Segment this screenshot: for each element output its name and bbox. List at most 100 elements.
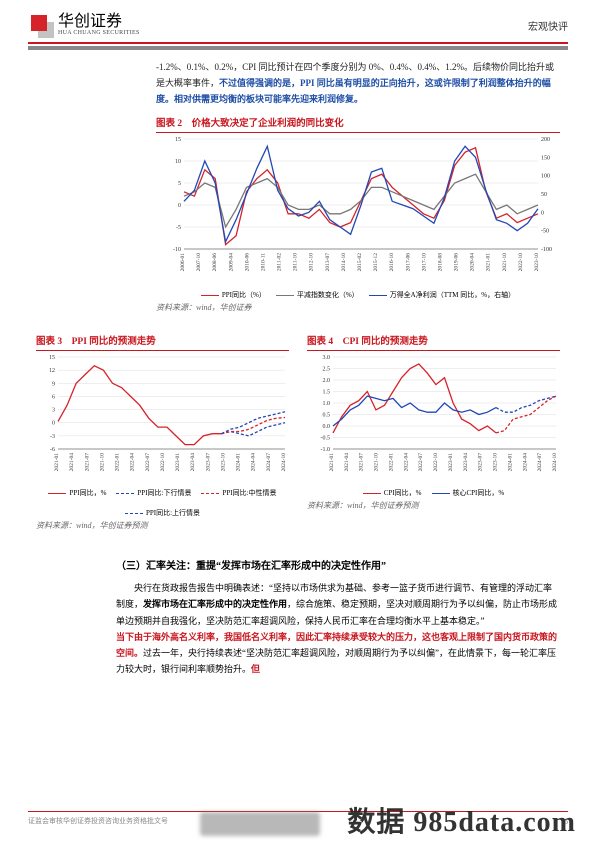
chart2-svg: -10-5051015-100-500501001502002006-01200… <box>156 133 566 283</box>
svg-text:2019-06: 2019-06 <box>454 253 460 272</box>
svg-text:-0.5: -0.5 <box>321 436 331 442</box>
chart4-svg: -1.0-0.50.00.51.01.52.02.53.02021-012021… <box>307 351 562 481</box>
svg-text:2024-07: 2024-07 <box>537 453 543 472</box>
chart3-title: 图表 3 PPI 同比的预测走势 <box>36 333 289 351</box>
svg-text:0: 0 <box>178 203 181 209</box>
svg-text:1.5: 1.5 <box>323 390 331 396</box>
svg-text:2021-01: 2021-01 <box>54 453 60 472</box>
svg-text:-50: -50 <box>541 229 549 235</box>
svg-text:3.0: 3.0 <box>323 355 331 361</box>
svg-text:2022-01: 2022-01 <box>388 453 394 472</box>
svg-text:2.5: 2.5 <box>323 367 331 373</box>
svg-text:150: 150 <box>541 156 550 162</box>
legend-item: PPI同比，% <box>48 488 106 498</box>
svg-text:2021-01: 2021-01 <box>329 453 335 472</box>
svg-text:200: 200 <box>541 137 550 143</box>
svg-text:50: 50 <box>541 192 547 198</box>
svg-text:2006-01: 2006-01 <box>180 253 186 272</box>
svg-text:-3: -3 <box>50 434 55 440</box>
watermark-blur <box>200 812 320 836</box>
watermark-text: 数据 985data.com <box>347 800 576 840</box>
legend-item: CPI同比，% <box>363 488 422 498</box>
legend-item: PPI同比:下行情景 <box>116 488 191 498</box>
svg-text:2023-04: 2023-04 <box>190 453 196 472</box>
section3-para1: 央行在货政报告报告中明确表述：“坚持以市场供求为基础、参考一篮子货币进行调节、有… <box>116 580 560 629</box>
svg-text:3: 3 <box>52 408 55 414</box>
p1-bold: 发挥市场在汇率形成中的决定性作用 <box>143 599 287 609</box>
svg-text:2022-04: 2022-04 <box>403 453 409 472</box>
svg-text:0: 0 <box>52 421 55 427</box>
intro-paragraph: -1.2%、0.1%、0.2%，CPI 同比预计在四个季度分别为 0%、0.4%… <box>156 60 560 107</box>
svg-text:1.0: 1.0 <box>323 401 331 407</box>
svg-text:2021-10: 2021-10 <box>99 453 105 472</box>
svg-text:2011-02: 2011-02 <box>277 253 283 271</box>
svg-text:2009-04: 2009-04 <box>228 253 234 272</box>
page-header: 华创证券 HUA CHUANG SECURITIES 宏观快评 <box>0 0 596 42</box>
svg-text:2021-10: 2021-10 <box>502 253 508 272</box>
svg-text:2016-10: 2016-10 <box>389 253 395 272</box>
svg-text:100: 100 <box>541 174 550 180</box>
svg-text:-100: -100 <box>541 247 552 253</box>
svg-text:2022-10: 2022-10 <box>433 453 439 472</box>
svg-text:-6: -6 <box>50 447 55 453</box>
svg-text:2008-06: 2008-06 <box>212 253 218 272</box>
svg-text:15: 15 <box>49 355 55 361</box>
svg-text:2021-07: 2021-07 <box>359 453 365 472</box>
section3-para2: 当下由于海外高名义利率，我国低名义利率，因此汇率持续承受较大的压力，这也客观上限… <box>116 629 560 678</box>
svg-text:2022-07: 2022-07 <box>145 453 151 472</box>
svg-text:2.0: 2.0 <box>323 378 331 384</box>
svg-text:2022-01: 2022-01 <box>115 453 121 472</box>
legend-item: PPI同比:中性情景 <box>201 488 276 498</box>
svg-text:2024-10: 2024-10 <box>552 453 558 472</box>
svg-text:2021-04: 2021-04 <box>344 453 350 472</box>
chart4-source: 资料来源：wind，华创证券预测 <box>307 500 560 511</box>
svg-text:6: 6 <box>52 395 55 401</box>
svg-text:-1.0: -1.0 <box>321 447 331 453</box>
header-category: 宏观快评 <box>528 18 568 33</box>
svg-text:2022-07: 2022-07 <box>418 453 424 472</box>
logo-icon <box>28 12 54 38</box>
brand-logo: 华创证券 HUA CHUANG SECURITIES <box>28 12 140 38</box>
svg-text:2024-10: 2024-10 <box>281 453 287 472</box>
svg-text:2017-10: 2017-10 <box>421 253 427 272</box>
svg-text:12: 12 <box>49 368 55 374</box>
svg-text:2022-04: 2022-04 <box>130 453 136 472</box>
svg-text:2012-10: 2012-10 <box>309 253 315 272</box>
svg-text:2023-01: 2023-01 <box>175 453 181 472</box>
svg-text:2021-07: 2021-07 <box>84 453 90 472</box>
header-rule-red <box>28 42 568 44</box>
svg-text:2024-04: 2024-04 <box>522 453 528 472</box>
svg-text:2020-04: 2020-04 <box>470 253 476 272</box>
footer-left: 证监会审核华创证券投资咨询业务资格批文号 <box>28 816 168 826</box>
section3-heading: （三）汇率关注：重提“发挥市场在汇率形成中的决定性作用” <box>116 557 560 572</box>
p2-tail1: 过去一年，央行持续表述“坚决防范汇率超调风险，对顺周期行为予以纠偏”，在此情景下… <box>116 648 556 674</box>
legend-item: 平减指数变化（%） <box>276 290 359 300</box>
legend-item: PPI同比（%） <box>201 290 266 300</box>
legend-item: PPI同比:上行情景 <box>125 508 200 518</box>
svg-text:2007-10: 2007-10 <box>196 253 202 272</box>
svg-text:2021-10: 2021-10 <box>374 453 380 472</box>
svg-text:0.0: 0.0 <box>323 424 331 430</box>
svg-text:2023-07: 2023-07 <box>205 453 211 472</box>
svg-text:2015-12: 2015-12 <box>373 253 379 272</box>
chart3-source: 资料来源：wind，华创证券预测 <box>36 520 289 531</box>
svg-text:2023-10: 2023-10 <box>493 453 499 472</box>
svg-text:-5: -5 <box>176 225 181 231</box>
svg-text:2018-08: 2018-08 <box>437 253 443 272</box>
svg-text:2024-07: 2024-07 <box>266 453 272 472</box>
p2-red2: 但 <box>251 664 260 674</box>
chart2-title: 图表 2 价格大致决定了企业利润的同比变化 <box>156 115 560 133</box>
chart2-legend: PPI同比（%）平减指数变化（%）万得全A净利润（TTM 同比，%，右轴） <box>156 290 560 300</box>
legend-item: 核心CPI同比，% <box>432 488 505 498</box>
svg-text:2024-01: 2024-01 <box>507 453 513 472</box>
chart4-title: 图表 4 CPI 同比的预测走势 <box>307 333 560 351</box>
svg-text:2023-07: 2023-07 <box>478 453 484 472</box>
svg-text:0: 0 <box>541 211 544 217</box>
svg-text:2023-10: 2023-10 <box>534 253 540 272</box>
svg-text:2011-10: 2011-10 <box>293 253 299 271</box>
svg-text:2023-10: 2023-10 <box>220 453 226 472</box>
svg-text:2023-01: 2023-01 <box>448 453 454 472</box>
svg-text:2021-04: 2021-04 <box>69 453 75 472</box>
svg-text:2015-02: 2015-02 <box>357 253 363 272</box>
svg-text:-10: -10 <box>173 247 181 253</box>
